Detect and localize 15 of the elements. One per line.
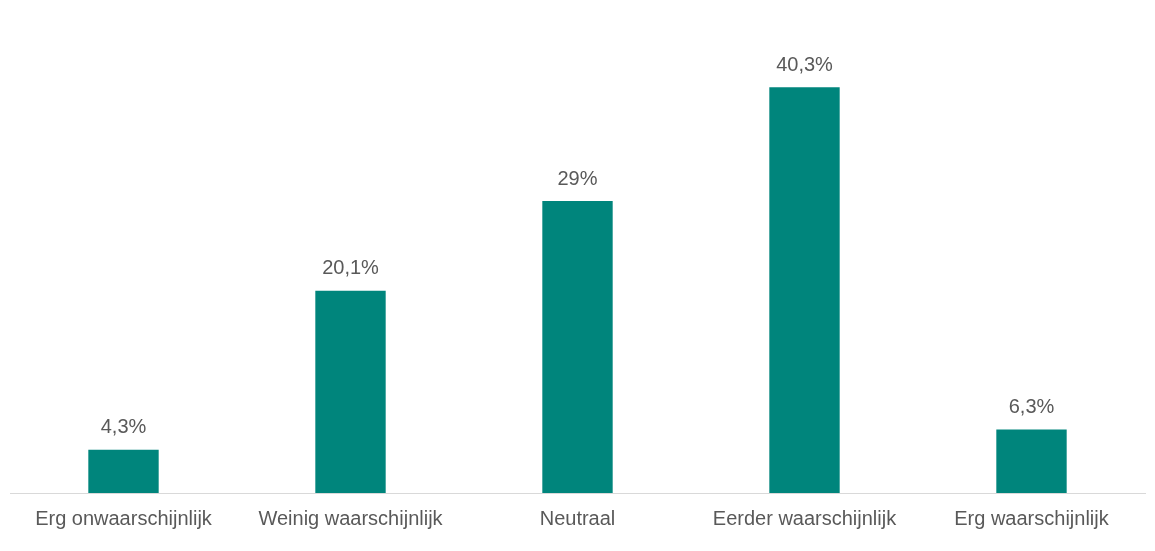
- data-label: 40,3%: [776, 52, 834, 75]
- x-tick-label: Eerder waarschijnlijk: [712, 506, 898, 529]
- bar: [769, 87, 840, 493]
- data-label: 4,3%: [100, 415, 147, 438]
- bar: [315, 290, 386, 493]
- bar: [542, 201, 613, 493]
- x-tick-label: Weinig waarschijnlijk: [258, 506, 444, 529]
- x-tick-label: Neutraal: [539, 506, 616, 529]
- x-tick-label: Erg waarschijnlijk: [954, 506, 1110, 529]
- data-label: 6,3%: [1008, 395, 1055, 418]
- x-tick-label: Erg onwaarschijnlijk: [35, 506, 213, 529]
- bar: [88, 449, 159, 493]
- data-label: 29%: [557, 166, 598, 189]
- bar: [996, 429, 1067, 493]
- data-label: 20,1%: [322, 256, 380, 279]
